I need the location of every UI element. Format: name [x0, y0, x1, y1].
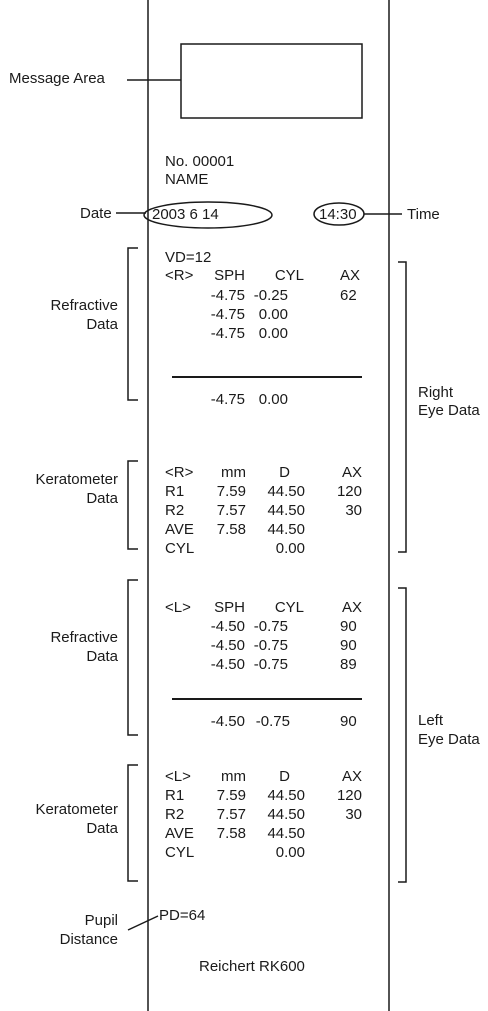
- r-ref-row1-ax: 62: [340, 287, 357, 304]
- r-ref-row3-cyl: 0.00: [258, 325, 288, 342]
- left-eye-label-2: Eye Data: [418, 731, 480, 748]
- l-ker-r1-mm: 7.59: [216, 787, 246, 804]
- r-ker-header-d: D: [279, 464, 290, 481]
- r-ker-ave-mm: 7.58: [216, 521, 246, 538]
- r-ker-r2-mm: 7.57: [216, 502, 246, 519]
- keratometer-r-bracket: [127, 460, 138, 550]
- l-ref-result-sph: -4.50: [210, 713, 245, 730]
- r-ker-header-eye: <R>: [165, 464, 194, 481]
- r-ker-r2-label: R2: [165, 502, 185, 519]
- l-ker-header-mm: mm: [221, 768, 246, 785]
- l-ref-row2-cyl: -0.75: [253, 637, 288, 654]
- l-ker-r2-ax: 30: [345, 806, 362, 823]
- r-ker-r1-label: R1: [165, 483, 185, 500]
- time-label: Time: [407, 206, 440, 223]
- l-ker-r2-label: R2: [165, 806, 185, 823]
- vertex-distance: VD=12: [165, 249, 212, 266]
- refractive-l-bracket: [127, 579, 138, 736]
- right-eye-label-2: Eye Data: [418, 402, 480, 419]
- message-area-label: Message Area: [9, 70, 105, 87]
- device-model: Reichert RK600: [199, 958, 305, 975]
- pupil-label-2: Distance: [59, 931, 118, 948]
- refractive-r-bracket: [127, 247, 138, 401]
- l-ref-header-eye: <L>: [165, 599, 191, 616]
- r-ref-row2-cyl: 0.00: [258, 306, 288, 323]
- l-ref-result-cyl: -0.75: [255, 713, 290, 730]
- pupil-leader: [127, 915, 159, 931]
- l-ker-header-d: D: [279, 768, 290, 785]
- right-eye-bracket: [398, 261, 407, 553]
- r-ker-r1-ax: 120: [336, 483, 362, 500]
- message-area-box: [180, 43, 363, 119]
- date-ellipse: [143, 201, 273, 229]
- r-ref-row3-sph: -4.75: [210, 325, 245, 342]
- l-ker-r2-d: 44.50: [267, 806, 305, 823]
- l-ref-result-ax: 90: [340, 713, 357, 730]
- r-ref-result-cyl: 0.00: [258, 391, 288, 408]
- right-eye-label-1: Right: [418, 384, 454, 401]
- l-ker-r1-d: 44.50: [267, 787, 305, 804]
- r-ker-r1-d: 44.50: [267, 483, 305, 500]
- patient-name-field: NAME: [165, 171, 209, 188]
- l-ref-row2-ax: 90: [340, 637, 357, 654]
- r-ker-cyl-label: CYL: [165, 540, 195, 557]
- l-ker-r2-mm: 7.57: [216, 806, 246, 823]
- l-ker-ave-d: 44.50: [267, 825, 305, 842]
- left-eye-bracket: [398, 587, 407, 883]
- r-ker-ave-d: 44.50: [267, 521, 305, 538]
- refractive-r-label-1: Refractive: [50, 297, 118, 314]
- r-ref-header-cyl: CYL: [274, 267, 304, 284]
- r-ker-r1-mm: 7.59: [216, 483, 246, 500]
- l-ref-header-sph: SPH: [214, 599, 245, 616]
- r-ker-r2-ax: 30: [345, 502, 362, 519]
- pupil-distance-value: PD=64: [159, 907, 206, 924]
- l-ker-cyl-d: 0.00: [275, 844, 305, 861]
- l-ref-row3-ax: 89: [340, 656, 357, 673]
- r-ref-row1-sph: -4.75: [210, 287, 245, 304]
- r-ref-row2-sph: -4.75: [210, 306, 245, 323]
- l-ref-header-cyl: CYL: [274, 599, 304, 616]
- l-ker-ave-mm: 7.58: [216, 825, 246, 842]
- l-ker-cyl-label: CYL: [165, 844, 195, 861]
- r-ker-header-mm: mm: [221, 464, 246, 481]
- r-ref-header-sph: SPH: [214, 267, 245, 284]
- keratometer-l-label-2: Data: [86, 820, 118, 837]
- l-ref-row2-sph: -4.50: [210, 637, 245, 654]
- l-ker-header-eye: <L>: [165, 768, 191, 785]
- r-ker-ave-label: AVE: [165, 521, 194, 538]
- refractive-l-label-2: Data: [86, 648, 118, 665]
- r-ker-cyl-d: 0.00: [275, 540, 305, 557]
- keratometer-r-label-1: Keratometer: [35, 471, 118, 488]
- r-ker-r2-d: 44.50: [267, 502, 305, 519]
- l-ker-r1-ax: 120: [336, 787, 362, 804]
- l-ref-row1-cyl: -0.75: [253, 618, 288, 635]
- l-ref-header-ax: AX: [341, 599, 362, 616]
- refractive-l-label-1: Refractive: [50, 629, 118, 646]
- l-ref-row1-ax: 90: [340, 618, 357, 635]
- keratometer-l-bracket: [127, 764, 138, 882]
- date-label: Date: [80, 205, 112, 222]
- l-ref-row1-sph: -4.50: [210, 618, 245, 635]
- record-number: No. 00001: [165, 153, 235, 170]
- l-ker-header-ax: AX: [341, 768, 362, 785]
- time-value: 14:30: [319, 206, 357, 223]
- l-ker-r1-label: R1: [165, 787, 185, 804]
- r-ref-result-sph: -4.75: [210, 391, 245, 408]
- refractive-r-label-2: Data: [86, 316, 118, 333]
- l-ref-row3-cyl: -0.75: [253, 656, 288, 673]
- l-ref-row3-sph: -4.50: [210, 656, 245, 673]
- keratometer-r-label-2: Data: [86, 490, 118, 507]
- date-value: 2003 6 14: [152, 206, 219, 223]
- r-ref-header-eye: <R>: [165, 267, 194, 284]
- keratometer-l-label-1: Keratometer: [35, 801, 118, 818]
- left-eye-label-1: Left: [418, 712, 444, 729]
- l-ker-ave-label: AVE: [165, 825, 194, 842]
- r-ref-header-ax: AX: [339, 267, 360, 284]
- r-ref-row1-cyl: -0.25: [253, 287, 288, 304]
- r-ker-header-ax: AX: [341, 464, 362, 481]
- pupil-label-1: Pupil: [84, 912, 118, 929]
